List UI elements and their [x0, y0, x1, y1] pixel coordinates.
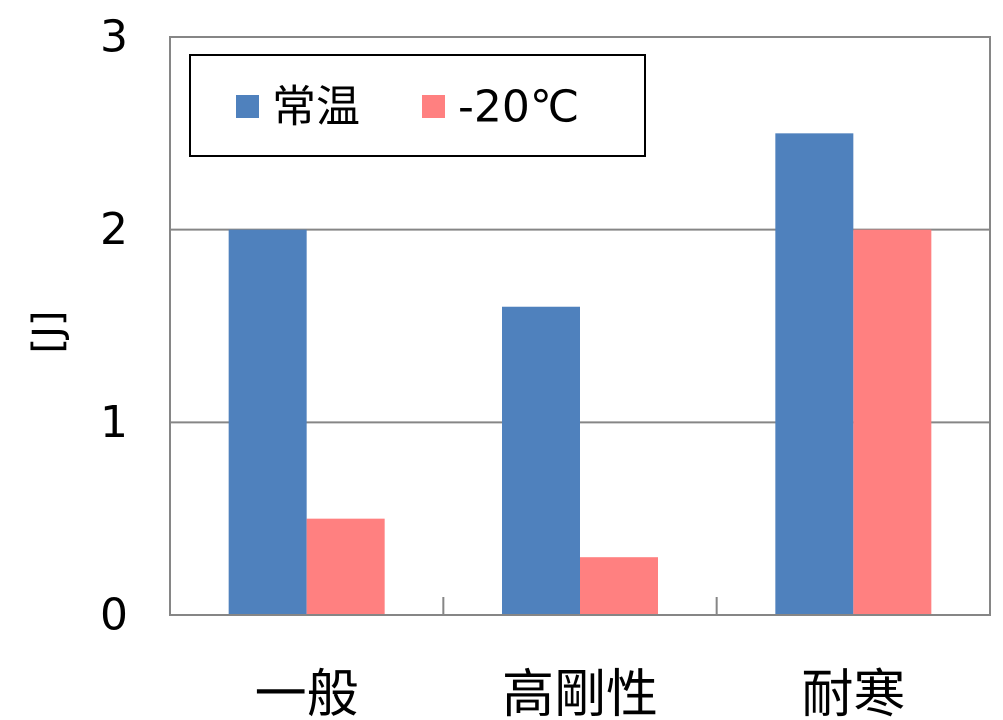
x-tick-label: 一般: [255, 665, 359, 720]
bar-2-1: [306, 518, 385, 615]
legend-box: [189, 54, 646, 157]
bar-1-3: [775, 133, 854, 616]
legend-swatch-series-1: [236, 95, 259, 118]
y-tick-label: 1: [100, 397, 128, 448]
legend-label-series-1: 常温: [272, 82, 360, 133]
y-axis-tick-labels: 0 1 2 3: [100, 12, 128, 641]
legend-label-series-2: -20℃: [458, 82, 579, 133]
legend: 常温 -20℃: [189, 54, 646, 157]
y-tick-label: 3: [100, 12, 128, 63]
x-tick-label: 耐寒: [801, 665, 905, 720]
x-tick-label: 高剛性: [502, 665, 658, 720]
x-axis: [170, 597, 990, 616]
y-tick-label: 0: [100, 590, 128, 641]
y-axis-label: [J]: [25, 310, 71, 353]
bar-2-2: [580, 557, 658, 615]
x-axis-tick-labels: 一般 高剛性 耐寒: [255, 665, 906, 720]
bars: [228, 133, 932, 616]
bar-2-3: [853, 229, 932, 615]
y-tick-label: 2: [100, 204, 128, 255]
legend-swatch-series-2: [422, 95, 445, 118]
bar-1-2: [502, 306, 580, 615]
bar-1-1: [228, 229, 307, 615]
